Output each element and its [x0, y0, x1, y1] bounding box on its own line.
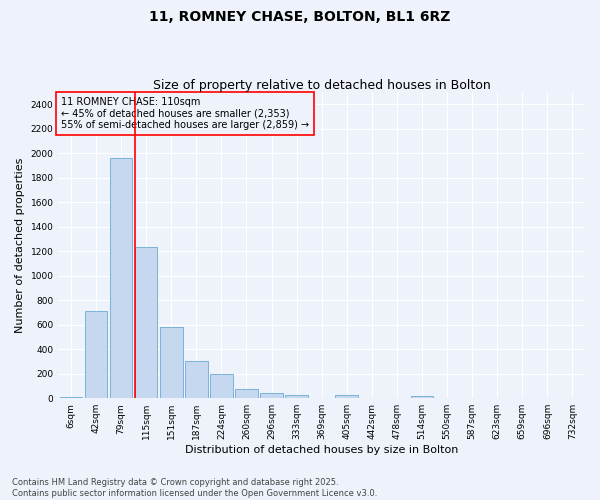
Bar — [210, 374, 233, 398]
Bar — [411, 396, 433, 398]
Bar — [160, 327, 182, 398]
Bar — [110, 158, 133, 398]
Title: Size of property relative to detached houses in Bolton: Size of property relative to detached ho… — [153, 79, 491, 92]
Bar — [135, 247, 157, 398]
Bar — [185, 361, 208, 398]
Bar — [59, 397, 82, 398]
Text: 11 ROMNEY CHASE: 110sqm
← 45% of detached houses are smaller (2,353)
55% of semi: 11 ROMNEY CHASE: 110sqm ← 45% of detache… — [61, 96, 309, 130]
X-axis label: Distribution of detached houses by size in Bolton: Distribution of detached houses by size … — [185, 445, 458, 455]
Bar — [235, 389, 258, 398]
Bar — [260, 394, 283, 398]
Bar — [85, 310, 107, 398]
Text: Contains HM Land Registry data © Crown copyright and database right 2025.
Contai: Contains HM Land Registry data © Crown c… — [12, 478, 377, 498]
Y-axis label: Number of detached properties: Number of detached properties — [15, 158, 25, 333]
Bar — [286, 394, 308, 398]
Text: 11, ROMNEY CHASE, BOLTON, BL1 6RZ: 11, ROMNEY CHASE, BOLTON, BL1 6RZ — [149, 10, 451, 24]
Bar — [335, 394, 358, 398]
